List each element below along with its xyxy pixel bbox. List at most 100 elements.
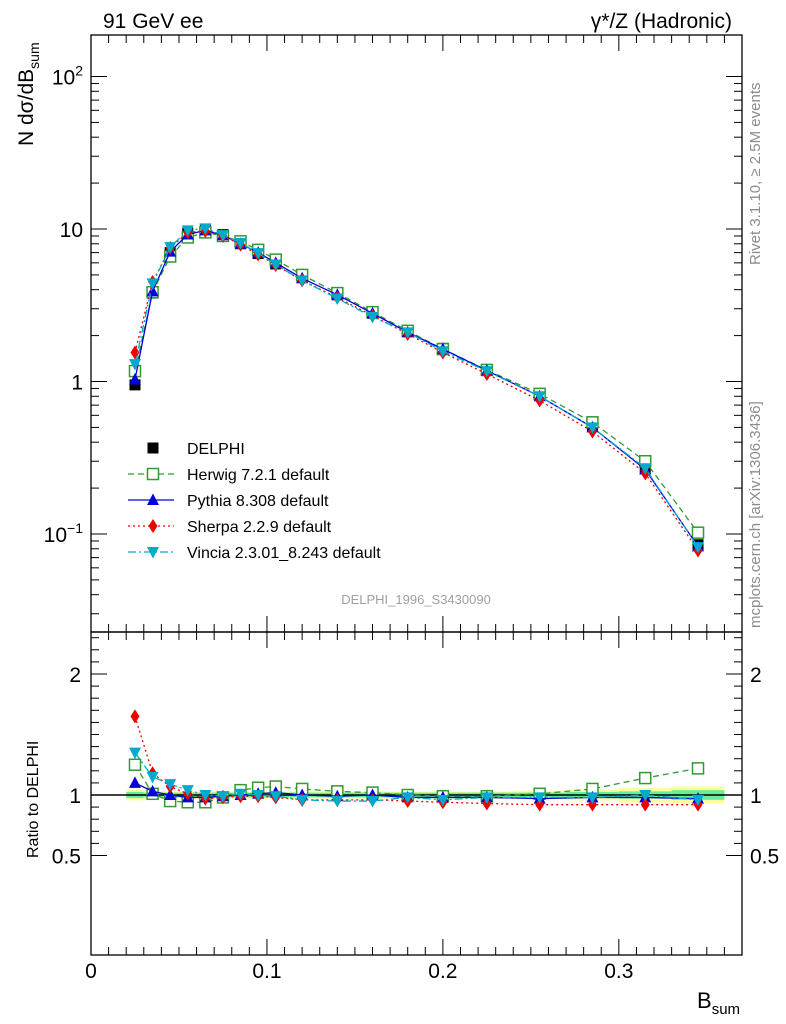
ratio-point-vincia-2-3-01-8-243-default [436,794,449,807]
ratio-point-pythia-8-308-default [146,784,159,797]
data-point-delphi [129,379,141,391]
analysis-id-label: DELPHI_1996_S3430090 [341,592,491,607]
main-ylabel-sub: sum [26,42,42,68]
data-point-vincia-2-3-01-8-243-default [252,248,265,260]
ratio-point-vincia-2-3-01-8-243-default [164,779,177,791]
main-ytick-label: 10−1 [44,520,84,547]
ratio-point-sherpa-2-2-9-default [640,797,650,812]
legend-entry-pythia-8-308-default: Pythia 8.308 default [128,493,329,510]
ratio-point-vincia-2-3-01-8-243-default [181,785,194,797]
data-point-vincia-2-3-01-8-243-default [216,230,229,242]
data-point-vincia-2-3-01-8-243-default [436,346,449,358]
data-point-vincia-2-3-01-8-243-default [366,311,379,324]
data-point-vincia-2-3-01-8-243-default [164,242,177,254]
ratio-point-sherpa-2-2-9-default [130,709,140,724]
main-ytick-label-exp: 2 [75,63,83,79]
legend-entry-delphi: DELPHI [147,441,245,458]
ratio-point-vincia-2-3-01-8-243-default [199,790,212,802]
rivet-version-label: Rivet 3.1.10, ≥ 2.5M events [747,83,764,266]
mcplots-label: mcplots.cern.ch [arXiv:1306.3436] [747,401,764,628]
ratio-point-herwig-7-2-1-default [128,758,142,771]
header-left: 91 GeV ee [103,10,203,33]
ratio-point-vincia-2-3-01-8-243-default [533,792,546,804]
main-ytick-label-base: 10 [44,524,67,547]
legend-entry-herwig-7-2-1-default: Herwig 7.2.1 default [128,467,330,484]
ratio-point-herwig-7-2-1-default [691,762,705,775]
ratio-point-vincia-2-3-01-8-243-default [639,790,652,802]
data-point-vincia-2-3-01-8-243-default [586,422,599,434]
ratio-point-vincia-2-3-01-8-243-default [586,792,599,804]
data-point-vincia-2-3-01-8-243-default [199,223,212,235]
legend-label-pythia-8-308-default: Pythia 8.308 default [187,493,329,510]
data-point-vincia-2-3-01-8-243-default [480,366,493,378]
ratio-point-vincia-2-3-01-8-243-default [366,796,379,808]
data-point-vincia-2-3-01-8-243-default [269,259,282,272]
ratio-point-vincia-2-3-01-8-243-default [252,790,265,802]
xtick-label: 0.1 [252,960,281,983]
series-line-herwig-7-2-1-default [134,231,699,534]
ratio-point-pythia-8-308-default [164,788,177,800]
main-ylabel-text: N dσ/dB [15,69,38,146]
data-point-vincia-2-3-01-8-243-default [146,278,159,290]
header-right: γ*/Z (Hadronic) [591,10,732,33]
main-ytick-label-exp: −1 [67,520,83,536]
ratio-point-vincia-2-3-01-8-243-default [331,796,344,808]
main-ylabel: N dσ/dBsum [15,42,42,146]
ratio-point-vincia-2-3-01-8-243-default [128,747,141,760]
ratio-point-vincia-2-3-01-8-243-default [692,794,705,807]
data-point-vincia-2-3-01-8-243-default [296,275,309,287]
ratio-ytick-label-left: 2 [69,664,81,687]
ratio-ytick-label-left: 0.5 [52,846,81,869]
main-xlabel-text: B [697,988,712,1013]
legend-marker-herwig-7-2-1-default [146,467,160,481]
main-ytick-label-base: 1 [71,372,83,395]
legend-marker-pythia-8-308-default [147,493,159,505]
ratio-point-vincia-2-3-01-8-243-default [296,794,309,807]
ratio-point-vincia-2-3-01-8-243-default [401,792,414,804]
legend-label-sherpa-2-2-9-default: Sherpa 2.2.9 default [187,519,332,536]
legend-marker-vincia-2-3-01-8-243-default [147,547,159,559]
ratio-point-vincia-2-3-01-8-243-default [234,788,247,801]
main-ytick-label-base: 10 [52,67,75,90]
data-point-vincia-2-3-01-8-243-default [401,327,414,339]
data-point-vincia-2-3-01-8-243-default [639,463,652,475]
data-point-vincia-2-3-01-8-243-default [692,542,705,554]
main-xlabel-sub: sum [712,1001,740,1018]
data-point-sherpa-2-2-9-default [130,345,140,360]
ratio-ytick-label-right: 0.5 [750,846,779,869]
legend-entry-sherpa-2-2-9-default: Sherpa 2.2.9 default [128,519,332,536]
data-point-vincia-2-3-01-8-243-default [331,293,344,306]
legend-marker-delphi [147,442,159,454]
legend-label-delphi: DELPHI [187,441,245,458]
ratio-plot-frame [90,631,743,956]
main-ytick-label-base: 10 [60,219,83,242]
data-point-herwig-7-2-1-default [691,526,705,539]
data-point-vincia-2-3-01-8-243-default [181,225,194,237]
ratio-ytick-label-right: 2 [750,664,762,687]
ratio-point-vincia-2-3-01-8-243-default [269,791,282,803]
main-ytick-label: 102 [52,63,83,90]
main-xlabel: Bsum [697,988,740,1018]
xtick-label: 0 [85,960,97,983]
ratio-ylabel: Ratio to DELPHI [25,741,42,858]
ratio-point-herwig-7-2-1-default [638,771,652,785]
main-plot-frame [90,34,743,633]
main-ytick-label: 10 [60,219,83,242]
ratio-point-sherpa-2-2-9-default [535,797,545,812]
ratio-point-vincia-2-3-01-8-243-default [216,791,229,803]
legend-marker-sherpa-2-2-9-default [148,519,158,533]
xtick-label: 0.2 [428,960,457,983]
main-ytick-label: 1 [71,372,83,395]
legend-label-herwig-7-2-1-default: Herwig 7.2.1 default [187,467,330,484]
ratio-point-vincia-2-3-01-8-243-default [146,771,159,784]
legend-entry-vincia-2-3-01-8-243-default: Vincia 2.3.01_8.243 default [128,545,381,562]
data-point-vincia-2-3-01-8-243-default [533,391,546,403]
ratio-point-pythia-8-308-default [128,776,141,788]
data-point-vincia-2-3-01-8-243-default [234,237,247,250]
ratio-point-vincia-2-3-01-8-243-default [480,792,493,804]
ratio-point-sherpa-2-2-9-default [587,797,597,812]
ratio-ytick-label-left: 1 [69,785,81,808]
data-point-pythia-8-308-default [128,373,141,385]
